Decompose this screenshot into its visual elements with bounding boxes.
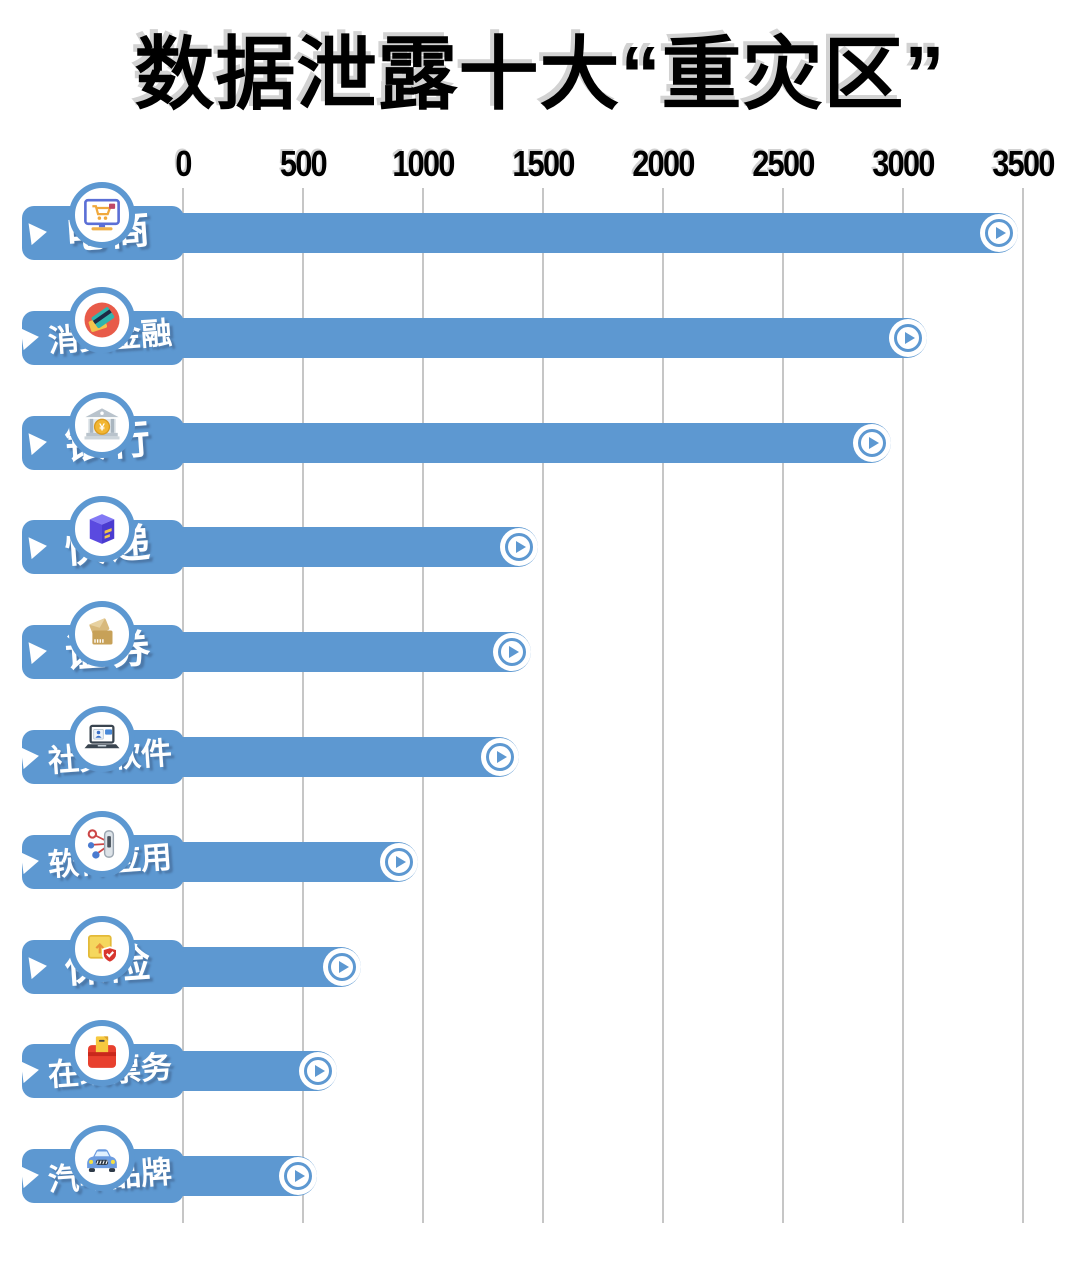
triangle-marker-icon <box>28 220 49 246</box>
play-triangle-icon <box>904 331 915 344</box>
play-ring-icon <box>328 952 356 981</box>
play-ring-icon <box>505 533 533 562</box>
x-axis-tick-label: 3000 <box>872 143 935 184</box>
chart-row: 银行¥ <box>0 390 1080 496</box>
play-ring-icon <box>985 219 1013 247</box>
value-bar <box>183 317 927 358</box>
chart-row: 电商 <box>0 180 1080 286</box>
x-axis-tick-label: 3500 <box>992 143 1055 184</box>
gridline <box>902 188 904 1223</box>
x-axis-tick-label: 1500 <box>512 143 575 184</box>
gridline <box>1022 188 1024 1223</box>
play-icon <box>853 423 891 462</box>
play-icon <box>481 738 519 776</box>
play-icon <box>493 633 531 672</box>
ecommerce-icon <box>69 182 135 248</box>
play-ring-icon <box>894 323 922 352</box>
chart-title: 数据泄露十大“重灾区” <box>134 30 946 119</box>
insurance-icon <box>69 915 135 982</box>
x-axis-tick-label: 1000 <box>392 143 455 184</box>
chart-row: 保险 <box>0 914 1080 1020</box>
gridline <box>302 188 304 1223</box>
svg-text:¥: ¥ <box>99 421 105 433</box>
play-triangle-icon <box>395 855 406 868</box>
play-icon <box>279 1157 317 1196</box>
value-bar <box>183 422 891 463</box>
play-icon <box>889 318 927 357</box>
x-axis-tick-label: 2000 <box>632 143 695 184</box>
bank-icon: ¥ <box>69 391 135 458</box>
play-ring-icon <box>284 1162 312 1191</box>
play-triangle-icon <box>314 1065 325 1078</box>
play-icon <box>323 947 361 986</box>
chart-row: 社交软件 <box>0 704 1080 810</box>
chart-row: 消费金融 <box>0 285 1080 391</box>
play-ring-icon <box>498 638 526 667</box>
securities-icon <box>69 601 135 668</box>
play-triangle-icon <box>294 1170 305 1183</box>
play-icon <box>380 842 418 881</box>
triangle-marker-icon <box>28 430 49 455</box>
chart-row: 快递 <box>0 494 1080 600</box>
delivery-icon <box>69 496 135 563</box>
play-ring-icon <box>486 743 514 771</box>
chart-row: 软件应用 <box>0 809 1080 915</box>
value-bar <box>183 946 361 987</box>
gridline <box>782 188 784 1223</box>
play-icon <box>980 214 1018 252</box>
value-bar <box>183 213 1018 253</box>
x-axis-tick-label: 500 <box>280 143 328 184</box>
play-triangle-icon <box>995 227 1006 239</box>
triangle-marker-icon <box>20 744 41 770</box>
software-app-icon <box>69 810 135 877</box>
value-bar <box>183 737 519 777</box>
gridline <box>662 188 664 1223</box>
play-triangle-icon <box>508 646 519 659</box>
value-bar <box>183 841 418 882</box>
x-axis-tick-label: 2500 <box>752 143 815 184</box>
ticketing-icon <box>69 1020 135 1087</box>
triangle-marker-icon <box>20 1164 41 1189</box>
play-icon <box>299 1052 337 1091</box>
triangle-marker-icon <box>28 535 49 560</box>
gridline <box>542 188 544 1223</box>
play-triangle-icon <box>868 436 879 449</box>
value-bar <box>183 527 538 568</box>
chart-row: 在线票务 <box>0 1018 1080 1124</box>
chart-row: 汽车品牌 <box>0 1123 1080 1229</box>
value-bar <box>183 1156 317 1197</box>
play-triangle-icon <box>338 960 349 973</box>
x-axis-tick-label: 0 <box>175 143 192 184</box>
play-icon <box>500 528 538 567</box>
play-triangle-icon <box>496 751 507 763</box>
car-brand-icon <box>69 1125 135 1192</box>
play-ring-icon <box>385 847 413 876</box>
gridline <box>422 188 424 1223</box>
social-app-icon <box>69 706 135 772</box>
triangle-marker-icon <box>20 1059 41 1084</box>
play-ring-icon <box>858 428 886 457</box>
value-bar <box>183 632 531 673</box>
triangle-marker-icon <box>28 640 49 665</box>
gridline <box>182 188 184 1223</box>
play-triangle-icon <box>515 541 526 554</box>
value-bar <box>183 1051 337 1092</box>
triangle-marker-icon <box>20 849 41 874</box>
play-ring-icon <box>304 1057 332 1086</box>
triangle-marker-icon <box>20 325 41 350</box>
chart-row: 证券 <box>0 599 1080 705</box>
consumer-finance-icon <box>69 286 135 353</box>
triangle-marker-icon <box>28 954 49 979</box>
